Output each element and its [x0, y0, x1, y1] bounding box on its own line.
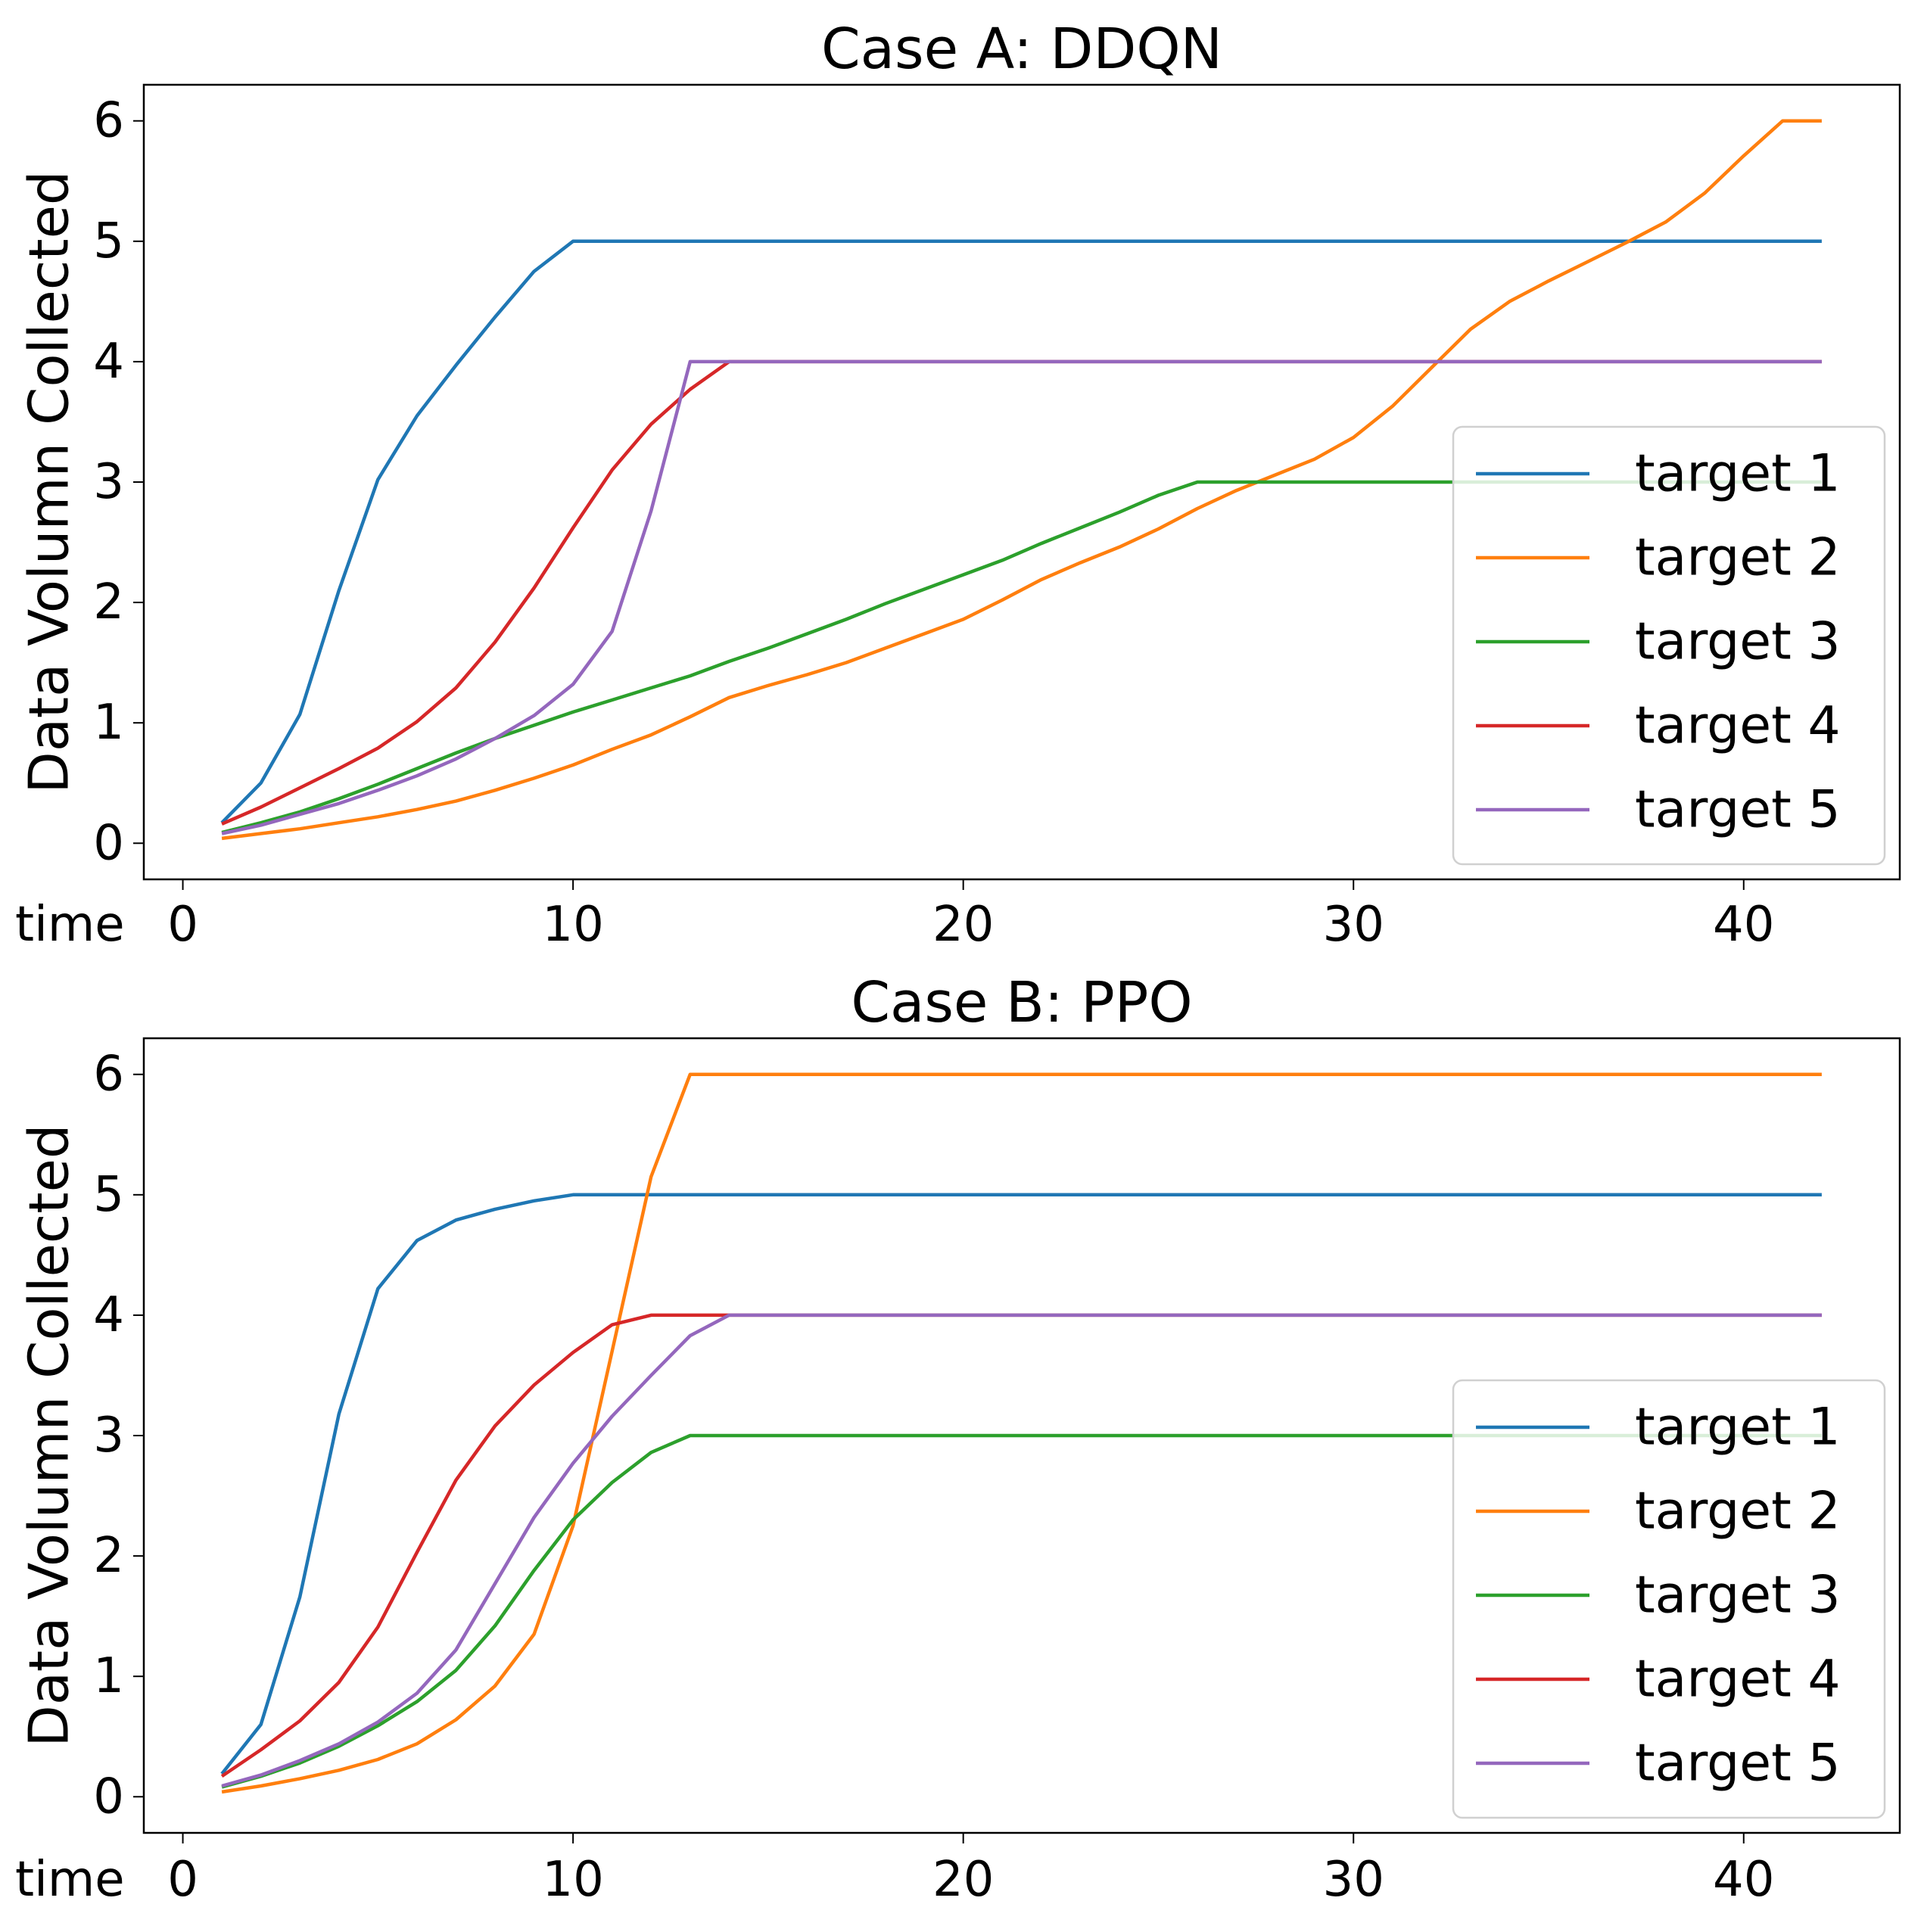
- y-axis-label: Data Volumn Collected: [17, 170, 81, 793]
- legend-label: target 3: [1635, 612, 1841, 672]
- x-tick-label: 0: [167, 897, 198, 953]
- x-tick-label: 20: [932, 897, 994, 953]
- x-tick-label: 10: [542, 1852, 603, 1908]
- y-tick-label: 3: [93, 1408, 124, 1464]
- chart-panel-2: Case B: PPO Data Volumn Collected time 0 1 2 3…: [15, 970, 1901, 1908]
- x-tick-label: 40: [1713, 897, 1774, 953]
- x-axis-label: time: [15, 897, 125, 953]
- chart-title: Case A: DDQN: [821, 17, 1222, 82]
- legend-box: [1452, 425, 1886, 866]
- x-tick-label: 30: [1323, 1852, 1384, 1908]
- legend-label: target 5: [1635, 780, 1841, 840]
- series-line-target-2: [221, 1072, 1822, 1794]
- y-tick-label: 3: [93, 454, 124, 510]
- x-axis-label: time: [15, 1852, 125, 1908]
- legend: target 1 target 2 target 3 target 4 target 5: [1452, 425, 1886, 866]
- x-tick-label: 30: [1323, 897, 1384, 953]
- chart-panel-1: Case A: DDQN Data Volumn Collected time 0 1 2…: [15, 17, 1901, 953]
- x-tick-label: 40: [1713, 1852, 1774, 1908]
- legend-label: target 1: [1635, 1398, 1841, 1458]
- y-tick-label: 4: [93, 1287, 124, 1343]
- y-tick-label: 2: [93, 1528, 124, 1584]
- y-tick-label: 5: [93, 213, 124, 269]
- y-axis-label: Data Volumn Collected: [17, 1124, 81, 1747]
- plot-frame: [142, 83, 1901, 881]
- legend-label: target 5: [1635, 1734, 1841, 1794]
- x-tick-label: 10: [542, 897, 603, 953]
- series-line-target-5: [221, 359, 1822, 835]
- y-tick-label: 0: [93, 1769, 124, 1825]
- series-line-target-5: [221, 1313, 1822, 1788]
- series-line-target-1: [220, 239, 1822, 824]
- chart-title: Case B: PPO: [851, 970, 1192, 1035]
- y-tick-label: 0: [93, 815, 124, 871]
- x-tick-label: 0: [167, 1852, 198, 1908]
- y-tick-label: 1: [93, 1648, 124, 1704]
- y-tick-label: 6: [93, 1047, 124, 1103]
- y-tick-label: 4: [93, 334, 124, 390]
- legend-label: target 4: [1635, 1650, 1841, 1710]
- legend-label: target 4: [1635, 696, 1841, 756]
- legend-label: target 2: [1635, 1482, 1841, 1542]
- legend: target 1 target 2 target 3 target 4 target 5: [1452, 1379, 1886, 1819]
- series-line-target-2: [221, 119, 1822, 841]
- y-tick-label: 1: [93, 695, 124, 751]
- x-tick-label: 20: [932, 1852, 994, 1908]
- y-tick-label: 5: [93, 1167, 124, 1223]
- legend-label: target 2: [1635, 528, 1841, 588]
- y-tick-label: 6: [93, 93, 124, 149]
- legend-label: target 3: [1635, 1566, 1841, 1626]
- legend-label: target 1: [1635, 444, 1841, 504]
- series-line-target-1: [220, 1193, 1822, 1775]
- plot-frame: [142, 1037, 1901, 1834]
- legend-box: [1452, 1379, 1886, 1819]
- y-tick-label: 2: [93, 574, 124, 630]
